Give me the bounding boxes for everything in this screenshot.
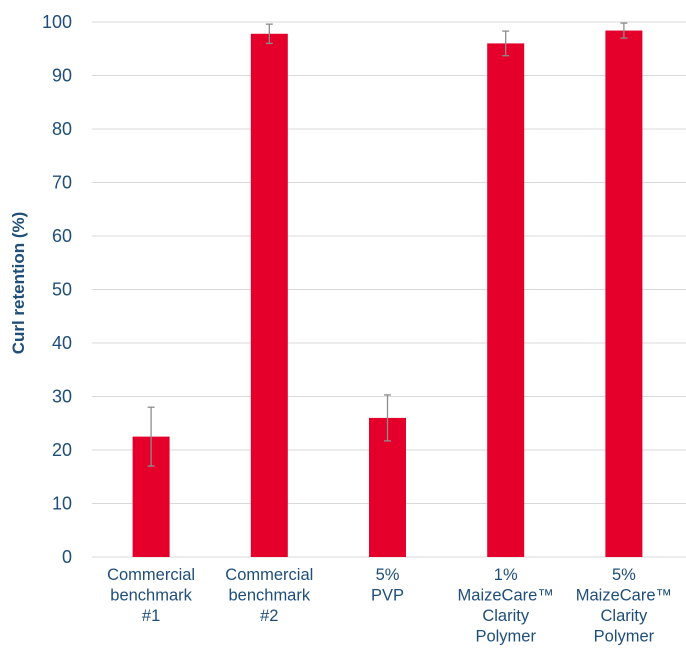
y-tick-label: 20 [52, 440, 72, 460]
x-category-label: Commercial benchmark #2 [225, 566, 313, 625]
error-bar [620, 22, 628, 39]
y-tick-label: 100 [42, 12, 72, 32]
bar [487, 43, 525, 557]
error-bar [502, 30, 510, 57]
y-tick-label: 40 [52, 333, 72, 353]
y-tick-label: 50 [52, 280, 72, 300]
error-bar [265, 23, 273, 45]
bar [605, 30, 643, 558]
error-bar [147, 406, 155, 467]
bars [132, 30, 643, 558]
y-axis-label: Curl retention (%) [9, 212, 28, 355]
error-bars [147, 22, 628, 467]
y-tick-label: 60 [52, 226, 72, 246]
y-tick-label: 30 [52, 387, 72, 407]
x-category-label: 5% PVP [371, 566, 404, 605]
y-tick-label: 0 [62, 547, 72, 567]
y-tick-label: 80 [52, 119, 72, 139]
y-axis-ticks: 0 10 20 30 40 50 60 70 80 90 100 [42, 12, 72, 567]
gridlines [92, 21, 686, 558]
y-tick-label: 10 [52, 494, 72, 514]
y-tick-label: 70 [52, 173, 72, 193]
x-category-label: 5% MaizeCare™ Clarity Polymer [576, 566, 672, 646]
error-bar [384, 394, 391, 442]
x-axis-categories: Commercial benchmark #1 Commercial benchmark… [107, 566, 672, 646]
x-category-label: Commercial benchmark #1 [107, 566, 195, 625]
y-tick-label: 90 [52, 66, 72, 86]
x-category-label: 1% MaizeCare™ Clarity Polymer [458, 566, 554, 646]
bar [250, 33, 288, 557]
